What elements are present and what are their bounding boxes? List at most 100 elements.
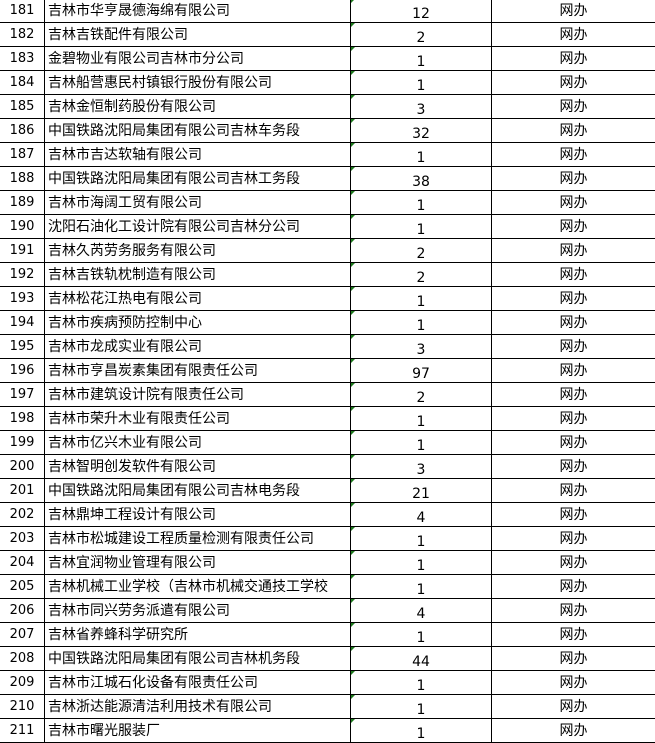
type-cell[interactable]: 网办 [559,603,588,619]
row-number-cell[interactable]: 182 [0,23,45,46]
count-cell[interactable]: 1 [351,191,492,214]
row-number-cell[interactable]: 203 [0,527,45,550]
row-number-cell[interactable]: 209 [0,671,45,694]
company-name-cell[interactable]: 吉林宜润物业管理有限公司 [45,551,351,574]
count-cell[interactable]: 1 [351,671,492,694]
type-cell[interactable]: 网办 [559,315,588,331]
count-cell[interactable]: 3 [351,95,492,118]
type-cell[interactable]: 网办 [559,99,588,115]
type-cell[interactable]: 网办 [559,411,588,427]
type-cell[interactable]: 网办 [559,123,588,139]
company-name-cell[interactable]: 吉林松花江热电有限公司 [45,287,351,310]
count-cell[interactable]: 1 [351,311,492,334]
row-number-cell[interactable]: 199 [0,431,45,454]
type-cell[interactable]: 网办 [559,699,588,715]
count-cell[interactable]: 2 [351,23,492,46]
company-name-cell[interactable]: 吉林市疾病预防控制中心 [45,311,351,334]
type-cell[interactable]: 网办 [559,555,588,571]
company-name-cell[interactable]: 沈阳石油化工设计院有限公司吉林分公司 [45,215,351,238]
type-cell[interactable]: 网办 [559,291,588,307]
count-cell[interactable]: 1 [351,695,492,718]
count-cell[interactable]: 3 [351,335,492,358]
company-name-cell[interactable]: 吉林市华亨晟德海绵有限公司 [45,0,351,22]
count-cell[interactable]: 38 [351,167,492,190]
row-number-cell[interactable]: 181 [0,0,45,22]
company-name-cell[interactable]: 金碧物业有限公司吉林市分公司 [45,47,351,70]
count-cell[interactable]: 21 [351,479,492,502]
row-number-cell[interactable]: 193 [0,287,45,310]
type-cell[interactable]: 网办 [559,243,588,259]
type-cell[interactable]: 网办 [559,507,588,523]
row-number-cell[interactable]: 194 [0,311,45,334]
count-cell[interactable]: 1 [351,527,492,550]
company-name-cell[interactable]: 中国铁路沈阳局集团有限公司吉林电务段 [45,479,351,502]
company-name-cell[interactable]: 吉林市江城石化设备有限责任公司 [45,671,351,694]
row-number-cell[interactable]: 184 [0,71,45,94]
count-cell[interactable]: 1 [351,551,492,574]
company-name-cell[interactable]: 吉林鼎坤工程设计有限公司 [45,503,351,526]
company-name-cell[interactable]: 吉林吉铁轨枕制造有限公司 [45,263,351,286]
count-cell[interactable]: 44 [351,647,492,670]
row-number-cell[interactable]: 190 [0,215,45,238]
count-cell[interactable]: 4 [351,503,492,526]
row-number-cell[interactable]: 189 [0,191,45,214]
count-cell[interactable]: 1 [351,215,492,238]
company-name-cell[interactable]: 中国铁路沈阳局集团有限公司吉林机务段 [45,647,351,670]
row-number-cell[interactable]: 197 [0,383,45,406]
type-cell[interactable]: 网办 [559,219,588,235]
type-cell[interactable]: 网办 [559,147,588,163]
type-cell[interactable]: 网办 [559,651,588,667]
type-cell[interactable]: 网办 [559,363,588,379]
count-cell[interactable]: 1 [351,407,492,430]
company-name-cell[interactable]: 吉林智明创发软件有限公司 [45,455,351,478]
type-cell[interactable]: 网办 [559,627,588,643]
type-cell[interactable]: 网办 [559,387,588,403]
company-name-cell[interactable]: 吉林市龙成实业有限公司 [45,335,351,358]
company-name-cell[interactable]: 吉林省养蜂科学研究所 [45,623,351,646]
row-number-cell[interactable]: 186 [0,119,45,142]
count-cell[interactable]: 1 [351,287,492,310]
company-name-cell[interactable]: 中国铁路沈阳局集团有限公司吉林工务段 [45,167,351,190]
row-number-cell[interactable]: 211 [0,719,45,742]
row-number-cell[interactable]: 206 [0,599,45,622]
row-number-cell[interactable]: 196 [0,359,45,382]
company-name-cell[interactable]: 吉林市曙光服装厂 [45,719,351,742]
row-number-cell[interactable]: 201 [0,479,45,502]
count-cell[interactable]: 2 [351,263,492,286]
type-cell[interactable]: 网办 [559,3,588,19]
type-cell[interactable]: 网办 [559,723,588,739]
type-cell[interactable]: 网办 [559,27,588,43]
count-cell[interactable]: 2 [351,239,492,262]
row-number-cell[interactable]: 187 [0,143,45,166]
type-cell[interactable]: 网办 [559,339,588,355]
type-cell[interactable]: 网办 [559,267,588,283]
company-name-cell[interactable]: 中国铁路沈阳局集团有限公司吉林车务段 [45,119,351,142]
type-cell[interactable]: 网办 [559,195,588,211]
count-cell[interactable]: 97 [351,359,492,382]
company-name-cell[interactable]: 吉林市亿兴木业有限公司 [45,431,351,454]
row-number-cell[interactable]: 205 [0,575,45,598]
type-cell[interactable]: 网办 [559,459,588,475]
company-name-cell[interactable]: 吉林市荣升木业有限责任公司 [45,407,351,430]
row-number-cell[interactable]: 202 [0,503,45,526]
company-name-cell[interactable]: 吉林吉铁配件有限公司 [45,23,351,46]
company-name-cell[interactable]: 吉林市亨昌炭素集团有限责任公司 [45,359,351,382]
count-cell[interactable]: 32 [351,119,492,142]
type-cell[interactable]: 网办 [559,75,588,91]
type-cell[interactable]: 网办 [559,483,588,499]
company-name-cell[interactable]: 吉林市海阔工贸有限公司 [45,191,351,214]
company-name-cell[interactable]: 吉林市同兴劳务派遣有限公司 [45,599,351,622]
row-number-cell[interactable]: 198 [0,407,45,430]
row-number-cell[interactable]: 204 [0,551,45,574]
row-number-cell[interactable]: 208 [0,647,45,670]
count-cell[interactable]: 3 [351,455,492,478]
count-cell[interactable]: 2 [351,383,492,406]
count-cell[interactable]: 1 [351,431,492,454]
count-cell[interactable]: 12 [351,0,492,22]
company-name-cell[interactable]: 吉林市建筑设计院有限责任公司 [45,383,351,406]
type-cell[interactable]: 网办 [559,675,588,691]
type-cell[interactable]: 网办 [559,531,588,547]
type-cell[interactable]: 网办 [559,51,588,67]
company-name-cell[interactable]: 吉林久芮劳务服务有限公司 [45,239,351,262]
row-number-cell[interactable]: 207 [0,623,45,646]
